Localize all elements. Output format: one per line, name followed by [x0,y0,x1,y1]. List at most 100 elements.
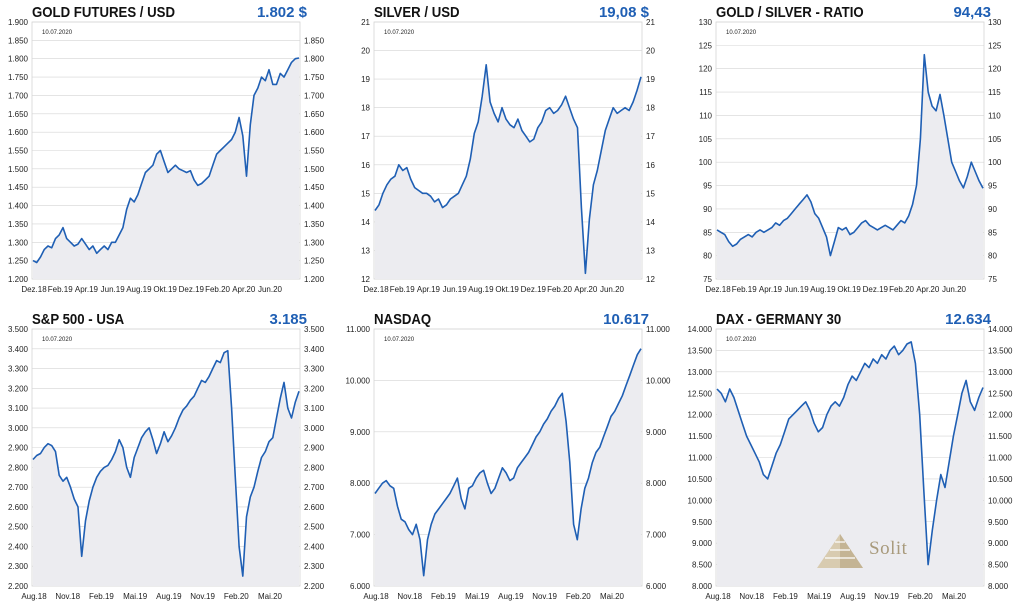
chart-title: NASDAQ [374,311,432,328]
y-tick-right: 1.350 [304,220,325,229]
y-tick-left: 1.650 [8,110,29,119]
y-tick-left: 110 [699,111,712,120]
chart-svg-sp500: 2.200 2.300 2.400 2.500 2.600 2.700 2.800 2.900… [8,325,325,601]
y-tick-left: 21 [361,18,370,27]
x-tick: Aug.19 [810,285,836,294]
y-tick-right: 3.000 [304,424,325,433]
y-tick-left: 15 [361,189,370,198]
date-label: 10.07.2020 [726,30,757,36]
y-tick-left: 1.900 [8,18,29,27]
y-tick-left: 3.300 [8,365,29,374]
pyramid-logo-icon [817,534,863,568]
x-tick: Apr.19 [759,285,783,294]
x-tick: Aug.19 [126,285,152,294]
y-tick-left: 13.000 [688,368,713,377]
series-line-dax [716,341,984,566]
chart-panel-silver: 12 13 14 15 16 17 18 19 20 21 12 13 14 15 16 17 18 19 20 21… [342,0,683,305]
y-tick-left: 11.000 [346,325,370,334]
y-tick-left: 7.000 [350,531,371,540]
date-label: 10.07.2020 [42,337,73,343]
y-tick-left: 1.300 [8,238,29,247]
y-tick-left: 90 [703,205,712,214]
y-tick-left: 10.000 [346,376,371,385]
y-tick-right: 100 [988,158,1002,167]
y-tick-right: 130 [988,18,1002,27]
y-tick-left: 12 [361,275,370,284]
y-tick-left: 14 [361,218,370,227]
chart-svg-nasdaq: 6.000 7.000 8.000 9.000 10.000 11.000 6.000 7.0… [346,325,671,601]
x-tick: Jun.20 [942,285,967,294]
y-tick-left: 3.000 [8,424,29,433]
x-tick: Okt.19 [495,285,519,294]
y-tick-left: 1.550 [8,147,29,156]
y-tick-right: 120 [988,65,1002,74]
y-tick-right: 95 [988,182,997,191]
y-tick-right: 1.850 [304,36,325,45]
y-tick-right: 1.800 [304,55,325,64]
solit-logo: Solit [815,532,955,572]
x-tick: Aug.19 [468,285,494,294]
current-value: 12.634 [945,311,991,328]
y-tick-right: 11.000 [646,325,670,334]
date-label: 10.07.2020 [726,337,757,343]
x-tick: Dez.19 [863,285,889,294]
y-tick-right: 20 [646,47,655,56]
y-tick-left: 18 [361,104,370,113]
series-area-nasdaq [375,348,641,586]
y-tick-left: 1.800 [8,55,29,64]
y-tick-left: 1.200 [8,275,29,284]
y-tick-left: 80 [703,252,712,261]
y-tick-right: 110 [988,111,1001,120]
y-tick-right: 115 [988,88,1001,97]
y-tick-right: 12.500 [988,389,1013,398]
y-tick-left: 1.400 [8,202,29,211]
y-tick-left: 10.500 [688,475,713,484]
series-area-dax [717,341,983,586]
y-tick-left: 12.000 [688,411,713,420]
current-value: 94,43 [953,4,991,21]
current-value: 1.802 $ [256,4,307,21]
date-label: 10.07.2020 [42,30,73,36]
y-tick-right: 17 [646,132,655,141]
y-tick-left: 2.800 [8,463,29,472]
x-tick: Feb.19 [48,285,73,294]
x-tick: Dez.18 [21,285,47,294]
y-tick-right: 9.000 [646,428,667,437]
chart-svg-ratio: 75 80 85 90 95 100 105 110 115 120 125 130 75 80 85 90 9… [699,18,1002,294]
y-tick-right: 10.000 [988,496,1013,505]
current-value: 19,08 $ [598,4,649,21]
y-tick-right: 14 [646,218,655,227]
y-tick-right: 9.000 [988,539,1009,548]
x-tick: Nov.19 [874,592,899,601]
x-tick: Feb.20 [908,592,933,601]
y-tick-right: 7.000 [646,531,667,540]
y-tick-left: 8.500 [692,561,713,570]
logo-text: Solit [869,538,908,559]
x-tick: Okt.19 [837,285,861,294]
series-area-sp500 [33,350,299,586]
chart-svg-silver: 12 13 14 15 16 17 18 19 20 21 12 13 14 15 16 17 18 19 20 21… [361,18,655,294]
y-tick-left: 1.750 [8,73,29,82]
y-tick-left: 115 [699,88,712,97]
x-tick: Feb.20 [547,285,572,294]
y-tick-left: 1.700 [8,91,29,100]
y-tick-left: 2.200 [8,582,29,591]
x-tick: Aug.19 [498,592,524,601]
x-tick: Feb.19 [732,285,757,294]
x-tick: Apr.20 [574,285,598,294]
y-tick-left: 13 [361,246,370,255]
x-tick: Dez.18 [363,285,389,294]
y-tick-left: 1.600 [8,128,29,137]
x-tick: Okt.19 [153,285,177,294]
y-tick-left: 120 [699,65,713,74]
y-tick-right: 21 [646,18,655,27]
y-tick-left: 2.900 [8,444,29,453]
y-tick-left: 17 [361,132,370,141]
y-tick-right: 12 [646,275,655,284]
y-tick-left: 2.400 [8,542,29,551]
x-tick: Nov.18 [55,592,80,601]
y-tick-right: 12.000 [988,411,1013,420]
y-tick-right: 75 [988,275,997,284]
x-tick: Aug.18 [363,592,389,601]
